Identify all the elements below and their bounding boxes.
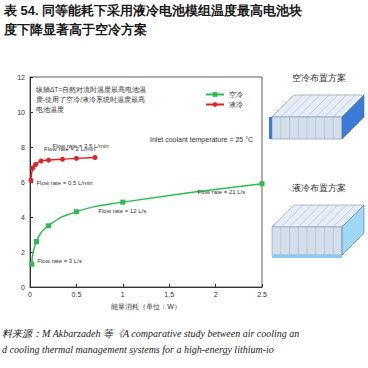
svg-text:4: 4 <box>21 214 25 221</box>
svg-text:空冷布置方案: 空冷布置方案 <box>292 73 346 83</box>
svg-text:12: 12 <box>17 74 25 81</box>
svg-text:0: 0 <box>28 291 32 298</box>
svg-text:10: 10 <box>17 109 25 116</box>
svg-text:6: 6 <box>21 179 25 186</box>
svg-text:液冷布置方案: 液冷布置方案 <box>292 183 346 193</box>
svg-text:Flow rate = 3.5 L/min: Flow rate = 3.5 L/min <box>52 143 108 149</box>
svg-text:Flow rate = 0.5 L/min: Flow rate = 0.5 L/min <box>36 180 92 186</box>
svg-text:2: 2 <box>21 249 25 256</box>
svg-text:料来源：M Akbarzadeh 等《A comparati: 料来源：M Akbarzadeh 等《A comparative study b… <box>2 328 299 339</box>
svg-text:Flow rate = 3 L/s: Flow rate = 3 L/s <box>37 258 82 264</box>
svg-text:空冷: 空冷 <box>229 91 243 99</box>
svg-text:液冷: 液冷 <box>229 101 243 109</box>
svg-text:1: 1 <box>121 291 125 298</box>
svg-text:Flow rate = 12 L/s: Flow rate = 12 L/s <box>98 208 146 214</box>
svg-text:2.5: 2.5 <box>257 291 267 298</box>
svg-text:能量消耗（单位：W）: 能量消耗（单位：W） <box>111 303 181 311</box>
svg-text:电池温度: 电池温度 <box>36 106 64 113</box>
svg-text:纵轴ΔT=自然对流时温度最高电池温: 纵轴ΔT=自然对流时温度最高电池温 <box>36 86 146 94</box>
svg-text:0.5: 0.5 <box>72 291 82 298</box>
svg-text:2: 2 <box>214 291 218 298</box>
svg-text:8: 8 <box>21 144 25 151</box>
svg-text:Inlet coolant temperature = 25: Inlet coolant temperature = 25 °C <box>150 136 253 144</box>
svg-text:1.5: 1.5 <box>164 291 174 298</box>
svg-text:度-使用了空冷/液冷系统时温度最高: 度-使用了空冷/液冷系统时温度最高 <box>36 96 145 104</box>
svg-text:Flow rate = 21 L/s: Flow rate = 21 L/s <box>198 189 246 195</box>
svg-text:0: 0 <box>21 284 25 291</box>
svg-text:d cooling thermal management s: d cooling thermal management systems for… <box>2 344 274 355</box>
svg-text:表 54. 同等能耗下采用液冷电池模组温度最高电池块: 表 54. 同等能耗下采用液冷电池模组温度最高电池块 <box>3 3 302 18</box>
svg-text:度下降显著高于空冷方案: 度下降显著高于空冷方案 <box>3 22 147 37</box>
